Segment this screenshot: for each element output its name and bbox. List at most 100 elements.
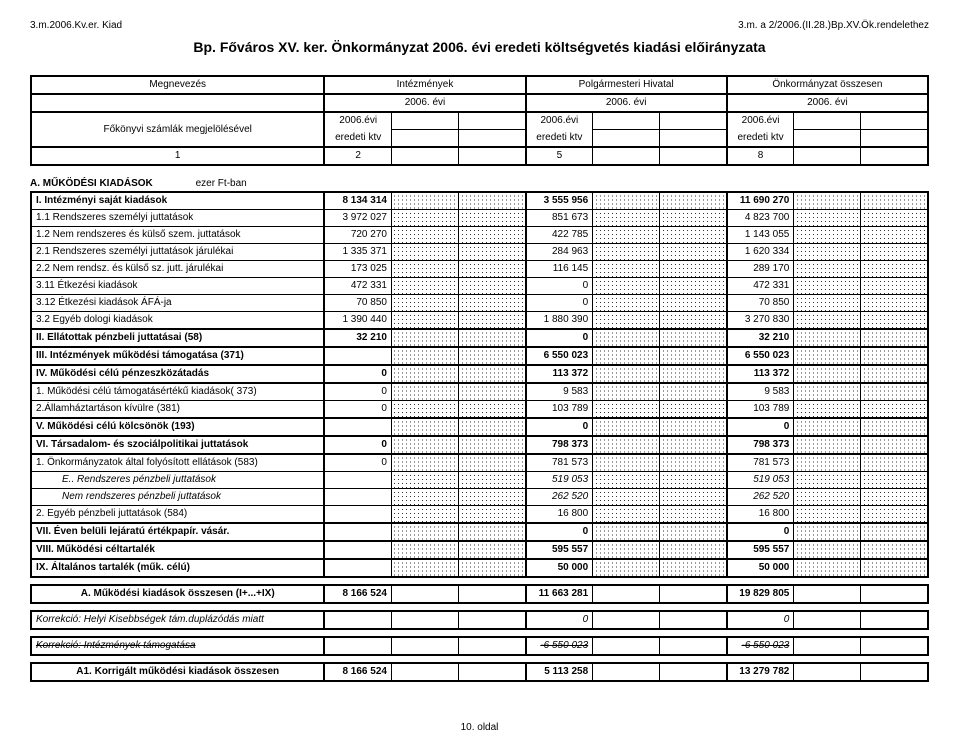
table-cell xyxy=(660,210,727,227)
table-cell xyxy=(794,489,861,506)
eredeti-2b: eredeti ktv xyxy=(526,130,593,148)
empty xyxy=(593,112,660,130)
row-label: VIII. Működési céltartalék xyxy=(31,541,324,559)
table-cell xyxy=(794,436,861,454)
table-cell xyxy=(391,541,458,559)
table-row: 1.1 Rendszeres személyi juttatások3 972 … xyxy=(31,210,928,227)
table-cell xyxy=(459,418,526,436)
table-row: IX. Általános tartalék (műk. célú) 50 000… xyxy=(31,559,928,577)
colnum-1: 1 xyxy=(31,147,324,165)
table-cell xyxy=(324,418,391,436)
table-cell xyxy=(459,347,526,365)
table-cell xyxy=(459,244,526,261)
table-cell xyxy=(459,401,526,419)
table-cell: 6 550 023 xyxy=(526,347,593,365)
page-title: Bp. Főváros XV. ker. Önkormányzat 2006. … xyxy=(30,39,929,55)
table-cell xyxy=(459,261,526,278)
korr1-c5: 0 xyxy=(526,611,593,629)
table-cell xyxy=(660,472,727,489)
table-cell xyxy=(861,210,928,227)
table-cell xyxy=(459,541,526,559)
table-cell xyxy=(861,401,928,419)
table-cell xyxy=(660,347,727,365)
table-cell: 8 134 314 xyxy=(324,192,391,210)
table-cell xyxy=(391,244,458,261)
table-cell: 0 xyxy=(727,523,794,541)
table-cell xyxy=(324,559,391,577)
row-label: IX. Általános tartalék (műk. célú) xyxy=(31,559,324,577)
table-row: II. Ellátottak pénzbeli juttatásai (58)3… xyxy=(31,329,928,347)
table-cell xyxy=(593,559,660,577)
table-cell xyxy=(593,472,660,489)
table-cell xyxy=(660,383,727,401)
table-cell: 1 390 440 xyxy=(324,312,391,330)
fokonyvi: Főkönyvi számlák megjelölésével xyxy=(31,112,324,147)
korr1-table: Korrekció: Helyi Kisebbségek tám.duplázó… xyxy=(30,610,929,630)
table-cell xyxy=(459,559,526,577)
table-cell xyxy=(861,329,928,347)
table-cell xyxy=(391,210,458,227)
table-cell xyxy=(391,472,458,489)
table-cell xyxy=(794,472,861,489)
a1-label: A1. Korrigált működési kiadások összesen xyxy=(31,663,324,681)
eredeti-2a: 2006.évi xyxy=(526,112,593,130)
table-cell xyxy=(593,401,660,419)
table-cell xyxy=(459,436,526,454)
table-cell xyxy=(459,227,526,244)
header-table: Megnevezés Intézmények Polgármesteri Hiv… xyxy=(30,75,929,166)
row-label: II. Ellátottak pénzbeli juttatásai (58) xyxy=(31,329,324,347)
year-2: 2006. évi xyxy=(526,94,727,112)
table-cell xyxy=(660,278,727,295)
table-cell xyxy=(660,523,727,541)
row-label: V. Működési célú kölcsönök (193) xyxy=(31,418,324,436)
sum-c5: 11 663 281 xyxy=(526,585,593,603)
header-right: 3.m. a 2/2006.(II.28.)Bp.XV.Ök.rendeleth… xyxy=(738,20,929,31)
table-cell xyxy=(794,278,861,295)
table-cell xyxy=(660,401,727,419)
table-cell xyxy=(660,436,727,454)
korr2-c5: -6 550 023 xyxy=(526,637,593,655)
table-cell: 113 372 xyxy=(526,365,593,383)
table-cell xyxy=(794,506,861,524)
table-cell xyxy=(593,261,660,278)
table-row: 2.1 Rendszeres személyi juttatások járul… xyxy=(31,244,928,261)
table-cell xyxy=(459,210,526,227)
table-cell xyxy=(391,227,458,244)
table-cell: 16 800 xyxy=(526,506,593,524)
year-3: 2006. évi xyxy=(727,94,928,112)
table-cell xyxy=(794,347,861,365)
section-a-unit: ezer Ft-ban xyxy=(196,178,247,189)
table-cell: 284 963 xyxy=(526,244,593,261)
table-cell xyxy=(861,192,928,210)
table-cell: 1 335 371 xyxy=(324,244,391,261)
table-cell: 0 xyxy=(526,523,593,541)
table-cell: 6 550 023 xyxy=(727,347,794,365)
table-cell xyxy=(593,192,660,210)
table-cell xyxy=(861,523,928,541)
table-cell xyxy=(391,436,458,454)
col-intezmenyek: Intézmények xyxy=(324,76,525,94)
table-cell xyxy=(794,192,861,210)
table-cell: 50 000 xyxy=(526,559,593,577)
table-cell xyxy=(861,365,928,383)
table-cell xyxy=(660,454,727,472)
table-cell: 9 583 xyxy=(526,383,593,401)
table-cell xyxy=(324,347,391,365)
row-label: 3.2 Egyéb dologi kiadások xyxy=(31,312,324,330)
year-1: 2006. évi xyxy=(324,94,525,112)
table-cell: 1 620 334 xyxy=(727,244,794,261)
table-cell xyxy=(861,559,928,577)
table-cell xyxy=(459,329,526,347)
table-cell xyxy=(660,312,727,330)
table-cell: 70 850 xyxy=(324,295,391,312)
table-cell: 116 145 xyxy=(526,261,593,278)
table-row: 2. Egyéb pénzbeli juttatások (584)16 800… xyxy=(31,506,928,524)
table-cell xyxy=(794,329,861,347)
table-cell xyxy=(660,244,727,261)
table-cell: 0 xyxy=(727,418,794,436)
empty xyxy=(861,112,928,130)
table-cell xyxy=(794,365,861,383)
table-cell xyxy=(861,347,928,365)
a1-row: A1. Korrigált működési kiadások összesen… xyxy=(31,663,928,681)
table-cell: 798 373 xyxy=(727,436,794,454)
